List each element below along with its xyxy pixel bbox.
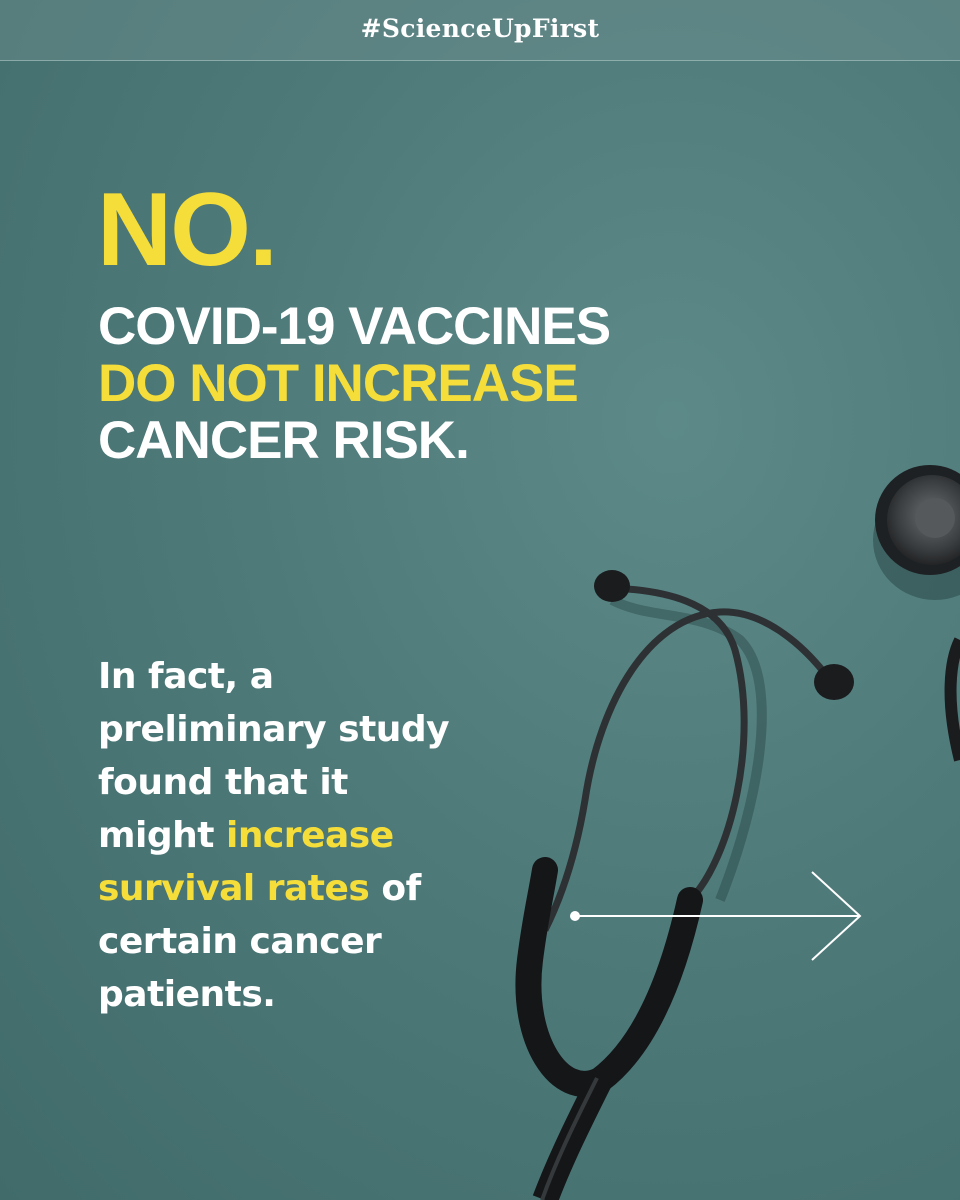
headline: COVID-19 VACCINES DO NOT INCREASE CANCER… <box>98 297 611 470</box>
body-line-4-plain: might <box>98 815 226 856</box>
headline-line-1: COVID-19 VACCINES <box>98 297 611 356</box>
headline-line-2: DO NOT INCREASE <box>98 354 579 413</box>
body-line-1: In fact, a <box>98 656 274 697</box>
headline-line-3: CANCER RISK. <box>98 411 470 470</box>
arrow-right-icon[interactable] <box>560 860 880 970</box>
body-text: In fact, a preliminary study found that … <box>98 650 518 1021</box>
body-line-5: survival rates of <box>98 862 518 915</box>
body-highlight-survival-rates: survival rates <box>98 868 370 909</box>
body-line-4: might increase <box>98 809 518 862</box>
header-band <box>0 0 960 61</box>
body-line-2: preliminary study <box>98 709 450 750</box>
headline-no: NO. <box>97 172 278 288</box>
body-line-6: certain cancer <box>98 921 382 962</box>
body-line-3: found that it <box>98 762 348 803</box>
body-highlight-increase: increase <box>226 815 394 856</box>
body-line-5-plain: of <box>369 868 421 909</box>
hashtag-label: #ScienceUpFirst <box>360 14 600 43</box>
body-line-7: patients. <box>98 974 276 1015</box>
